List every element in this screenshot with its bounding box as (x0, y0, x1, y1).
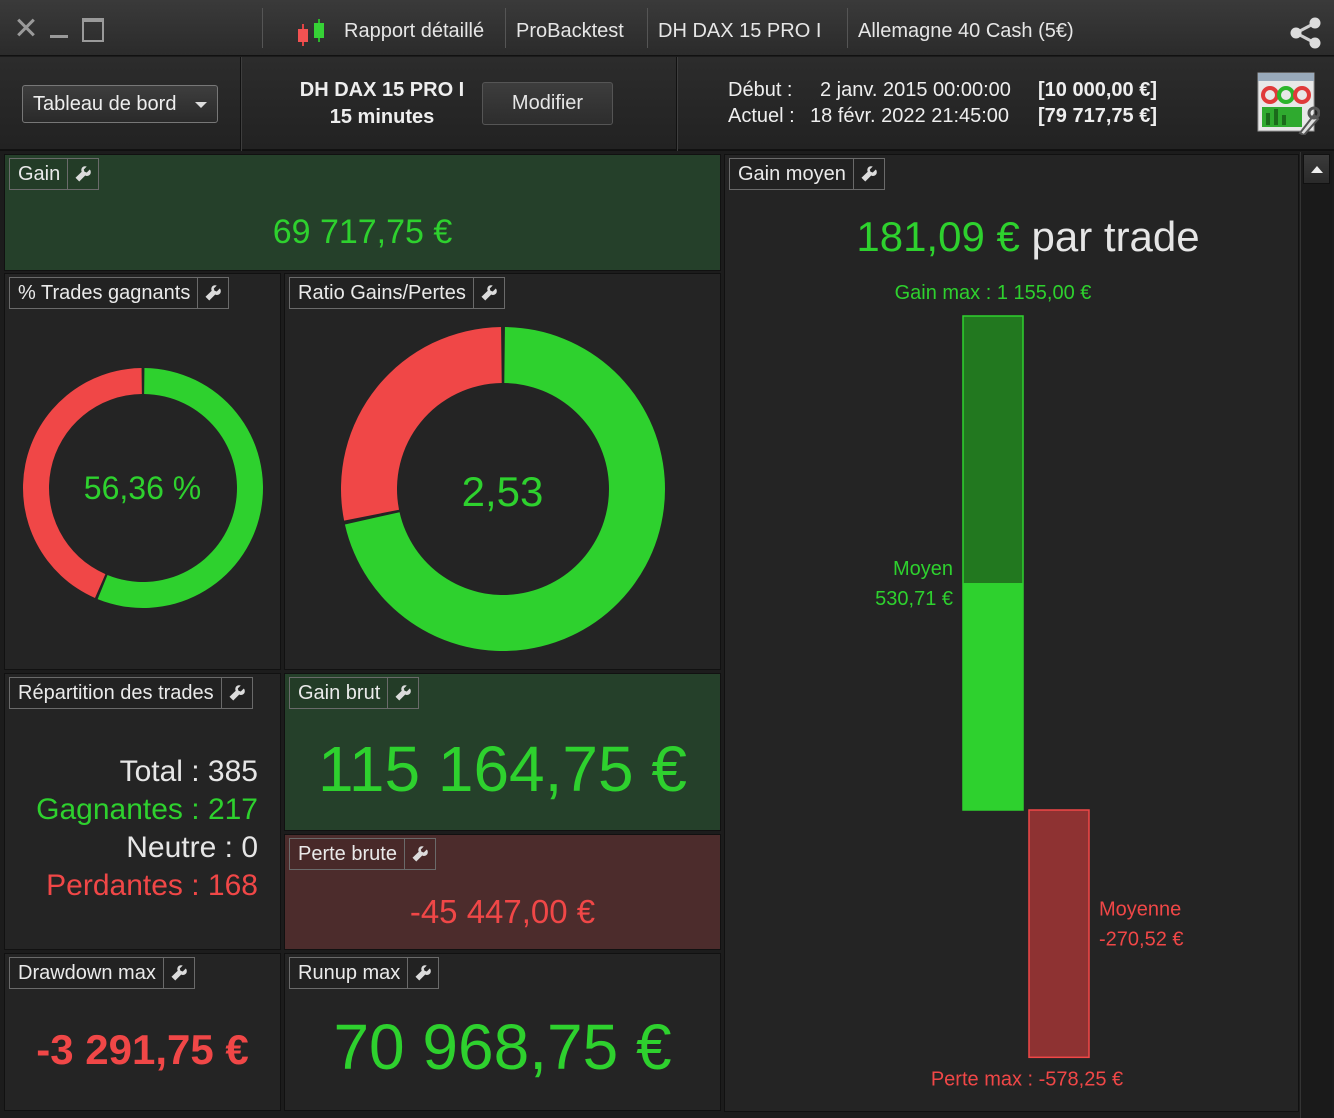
gain-panel: Gain 69 717,75 € (4, 154, 721, 271)
gross-gain-value: 115 164,75 € (318, 733, 687, 805)
title-separator (847, 8, 848, 48)
max-loss-label: Perte max : -578,25 € (931, 1068, 1123, 1090)
gain-title: Gain (10, 159, 69, 189)
report-title: Rapport détaillé (344, 20, 485, 42)
max-drawdown-tab: Drawdown max (9, 957, 195, 989)
probacktest-label: ProBacktest (516, 20, 624, 42)
dashboard-select-label: Tableau de bord (33, 93, 177, 115)
dashboard-select[interactable]: Tableau de bord (22, 85, 218, 123)
instrument-title: Allemagne 40 Cash (5€) (858, 20, 1074, 42)
max-runup-panel: Runup max 70 968,75 € (284, 953, 721, 1111)
gross-loss-value: -45 447,00 € (409, 893, 596, 930)
trade-distribution-title: Répartition des trades (10, 678, 222, 708)
trade-distribution-tab: Répartition des trades (9, 677, 253, 709)
donut-win-segment (97, 368, 263, 608)
scroll-up-arrow-icon[interactable] (1303, 154, 1330, 184)
donut-loss-segment (341, 327, 502, 521)
average-loss-label: Moyenne (1099, 899, 1181, 921)
wrench-icon[interactable] (854, 159, 884, 189)
gross-loss-panel: Perte brute -45 447,00 € (284, 834, 721, 950)
current-date: 18 févr. 2022 21:45:00 (810, 105, 1010, 127)
max-runup-tab: Runup max (289, 957, 440, 989)
modify-button[interactable]: Modifier (482, 82, 613, 125)
gross-gain-tab: Gain brut (289, 677, 420, 709)
gain-loss-ratio-title: Ratio Gains/Pertes (290, 278, 474, 308)
max-runup-title: Runup max (290, 958, 409, 988)
max-drawdown-panel: Drawdown max -3 291,75 € (4, 953, 281, 1111)
average-gain-chart: Gain max : 1 155,00 € Moyen 530,71 € Moy… (875, 282, 1184, 1090)
title-bar: Rapport détaillé ProBacktest DH DAX 15 P… (0, 0, 1334, 56)
title-separator (647, 8, 648, 48)
title-separator (262, 8, 263, 48)
strategy-title: DH DAX 15 PRO I (658, 20, 822, 42)
average-gain-tab: Gain moyen (729, 158, 885, 190)
average-loss-value: -270,52 € (1099, 929, 1184, 951)
donut-win-segment (344, 327, 665, 651)
start-capital: [10 000,00 €] (1038, 79, 1157, 101)
dashboard-settings-icon[interactable] (1256, 71, 1320, 135)
max-drawdown-value: -3 291,75 € (36, 1026, 249, 1073)
wrench-icon[interactable] (68, 159, 98, 189)
gain-loss-ratio-donut (341, 327, 665, 651)
max-runup-value: 70 968,75 € (333, 1011, 672, 1083)
winning-trades-count: Gagnantes : 217 (36, 793, 258, 826)
max-loss-bar (1028, 809, 1090, 1059)
average-win-label: Moyen (893, 558, 953, 580)
vertical-scrollbar[interactable] (1300, 152, 1332, 1118)
max-gain-label: Gain max : 1 155,00 € (895, 282, 1092, 304)
trade-distribution-panel: Répartition des trades Total : 385 Gagna… (4, 673, 281, 950)
winning-trades-tab: % Trades gagnants (9, 277, 230, 309)
winning-trades-panel: % Trades gagnants 56,36 % (4, 273, 281, 670)
gross-loss-tab: Perte brute (289, 838, 436, 870)
chevron-down-icon (195, 102, 207, 108)
wrench-icon[interactable] (405, 839, 435, 869)
maximize-icon[interactable] (80, 16, 104, 42)
gain-loss-ratio-value: 2,53 (461, 468, 544, 515)
header-separator (240, 57, 242, 151)
winning-trades-title: % Trades gagnants (10, 278, 199, 308)
gain-tab: Gain (9, 158, 100, 190)
header-bar: Tableau de bord DH DAX 15 PRO I 15 minut… (0, 57, 1334, 151)
donut-loss-segment (22, 368, 142, 598)
average-gain-value: 181,09 € (856, 213, 1020, 260)
share-icon[interactable] (1288, 16, 1324, 50)
start-date: 2 janv. 2015 00:00:00 (820, 79, 1011, 101)
wrench-icon[interactable] (164, 958, 194, 988)
current-label: Actuel : (728, 105, 795, 127)
wrench-icon[interactable] (198, 278, 228, 308)
average-gain-panel: Gain moyen 181,09 € par trade Gain max :… (724, 154, 1299, 1112)
gross-gain-panel: Gain brut 115 164,75 € (284, 673, 721, 831)
average-gain-title: Gain moyen (730, 159, 854, 189)
strategy-timeframe: 15 minutes (329, 106, 435, 128)
wrench-icon[interactable] (408, 958, 438, 988)
gross-loss-title: Perte brute (290, 839, 405, 869)
minimize-icon[interactable] (48, 16, 72, 40)
average-gain-line: 181,09 € par trade (725, 213, 1331, 261)
losing-trades-count: Perdantes : 168 (46, 869, 258, 902)
winning-trades-donut (22, 368, 263, 608)
winning-trades-value: 56,36 % (83, 470, 202, 506)
wrench-icon[interactable] (474, 278, 504, 308)
gross-gain-title: Gain brut (290, 678, 389, 708)
strategy-name: DH DAX 15 PRO I (299, 79, 465, 101)
average-win-value: 530,71 € (875, 588, 953, 610)
close-icon[interactable] (14, 16, 38, 40)
gain-value: 69 717,75 € (272, 213, 453, 251)
gain-loss-ratio-panel: Ratio Gains/Pertes 2,53 (284, 273, 721, 670)
candlestick-icon (298, 19, 324, 46)
title-separator (505, 8, 506, 48)
max-drawdown-title: Drawdown max (10, 958, 164, 988)
total-trades: Total : 385 (119, 755, 258, 788)
average-win-bar (963, 583, 1023, 810)
header-separator (676, 57, 678, 151)
current-capital: [79 717,75 €] (1038, 105, 1157, 127)
wrench-icon[interactable] (388, 678, 418, 708)
gain-loss-ratio-tab: Ratio Gains/Pertes (289, 277, 505, 309)
neutral-trades-count: Neutre : 0 (126, 831, 258, 864)
average-gain-suffix: par trade (1031, 213, 1200, 260)
wrench-icon[interactable] (222, 678, 252, 708)
start-label: Début : (728, 79, 793, 101)
